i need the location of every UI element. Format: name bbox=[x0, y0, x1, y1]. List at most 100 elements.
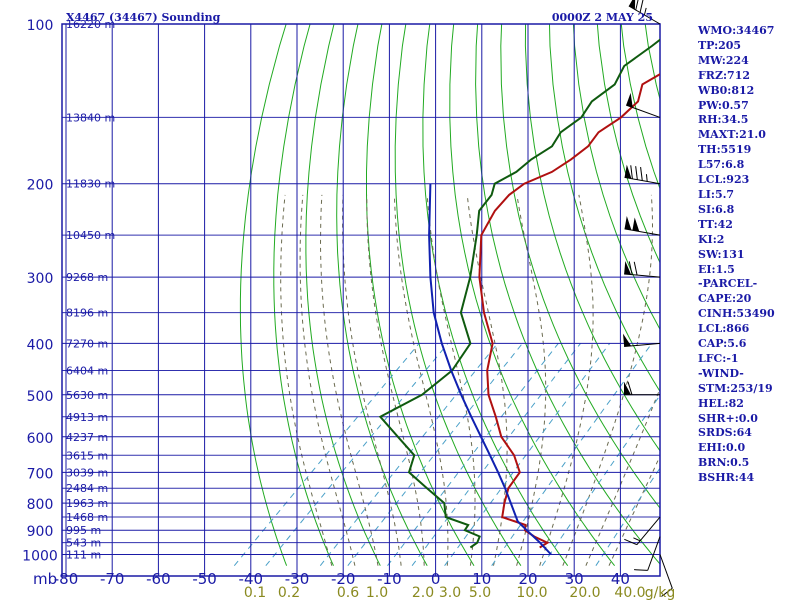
wind-barb bbox=[624, 216, 661, 236]
mixing-ratio-tick-label: 2.0 bbox=[412, 585, 434, 600]
height-label: 4913 m bbox=[66, 411, 108, 424]
index-item: MW:224 bbox=[698, 53, 749, 67]
pressure-unit-label: mb bbox=[33, 570, 57, 588]
index-item: LI:5.7 bbox=[698, 187, 735, 201]
height-label: 10450 m bbox=[66, 229, 115, 242]
index-item: TP:205 bbox=[698, 38, 742, 52]
sounding-series bbox=[378, 38, 660, 556]
wind-barb bbox=[624, 164, 661, 185]
wind-barb bbox=[628, 0, 661, 25]
mixing-ratio-line bbox=[541, 394, 660, 566]
wind-barb-staff bbox=[647, 536, 661, 571]
temperature-line bbox=[478, 73, 660, 549]
wind-barb-pennant bbox=[624, 216, 632, 231]
mixing-ratio-unit-label: g/kg bbox=[645, 585, 676, 600]
height-label: 5630 m bbox=[66, 389, 108, 402]
wind-barb bbox=[624, 261, 661, 278]
height-label: 995 m bbox=[66, 524, 101, 537]
height-label: 11830 m bbox=[66, 178, 115, 191]
temperature-tick-label: -20 bbox=[331, 570, 356, 588]
index-item: SI:6.8 bbox=[698, 202, 735, 216]
temperature-tick-label: -50 bbox=[192, 570, 217, 588]
index-item: CINH:53490 bbox=[698, 307, 775, 321]
mixing-ratio-tick-label: 1.0 bbox=[366, 585, 388, 600]
height-label: 16220 m bbox=[66, 18, 115, 31]
temperature-tick-label: -30 bbox=[285, 570, 310, 588]
index-item: FRZ:712 bbox=[698, 68, 751, 82]
wind-barb-half-flag bbox=[643, 7, 647, 16]
wind-barb-staff bbox=[659, 554, 673, 589]
mixing-ratio-tick-label: 20.0 bbox=[569, 585, 600, 600]
wind-barb-pennant bbox=[624, 381, 631, 395]
wind-barb-flag bbox=[640, 167, 643, 181]
wind-barb-flag bbox=[639, 0, 644, 13]
index-item: LFC:-1 bbox=[698, 351, 739, 365]
wind-barb-half-flag bbox=[645, 174, 648, 182]
moist-adiabat bbox=[585, 387, 660, 566]
index-item: TH:5519 bbox=[698, 143, 752, 157]
index-item: EI:1.5 bbox=[698, 262, 735, 276]
wind-barb-flag bbox=[633, 261, 638, 276]
index-item: CAPE:20 bbox=[698, 292, 752, 306]
wind-barb-flag bbox=[627, 381, 633, 395]
mixing-ratio-tick-label: 10.0 bbox=[516, 585, 547, 600]
pressure-tick-label: 200 bbox=[27, 178, 54, 194]
valid-time: 0000Z 2 MAY 25 bbox=[552, 11, 653, 24]
temperature-tick-label: -40 bbox=[239, 570, 264, 588]
index-item: SHR+:0.0 bbox=[698, 411, 758, 425]
temperature-tick-label: 40 bbox=[611, 570, 630, 588]
mixing-ratio-tick-label: 0.2 bbox=[278, 585, 300, 600]
dewpoint-line bbox=[378, 38, 660, 549]
pressure-tick-label: 800 bbox=[27, 497, 54, 513]
wind-barb-flag bbox=[635, 166, 638, 180]
wind-barb bbox=[626, 92, 661, 118]
pressure-tick-label: 400 bbox=[27, 337, 54, 353]
index-item: WMO:34467 bbox=[698, 24, 775, 37]
wind-barb-flag bbox=[624, 538, 638, 546]
height-label: 6404 m bbox=[66, 365, 108, 378]
indices-panel: WMO:34467 TP:205 MW:224 FRZ:712 WB0:812 PW:0.… bbox=[698, 24, 775, 486]
mixing-ratio-line bbox=[233, 343, 420, 567]
temperature-tick-label: -60 bbox=[146, 570, 171, 588]
pressure-tick-label: 1000 bbox=[22, 549, 58, 565]
index-item: EHI:0.0 bbox=[698, 441, 746, 455]
mixing-ratio-tick-label: 0.6 bbox=[337, 585, 359, 600]
index-item: WB0:812 bbox=[698, 83, 755, 97]
height-label: 1963 m bbox=[66, 497, 108, 510]
index-item: BSHR:44 bbox=[698, 471, 755, 485]
station-title: X4467 (34467) Sounding bbox=[66, 11, 221, 24]
height-label: 2484 m bbox=[66, 482, 108, 495]
pressure-tick-label: 500 bbox=[27, 389, 54, 405]
index-item: L57:6.8 bbox=[698, 158, 745, 172]
wind-barb-pennant bbox=[624, 164, 632, 179]
index-item: PW:0.57 bbox=[698, 98, 749, 112]
mixing-ratio-line bbox=[595, 467, 660, 566]
index-item: BRN:0.5 bbox=[698, 456, 750, 470]
height-label: 543 m bbox=[66, 537, 101, 550]
index-item: HEL:82 bbox=[698, 396, 744, 410]
mixing-ratio-tick-label: 0.1 bbox=[244, 585, 266, 600]
pressure-tick-label: 600 bbox=[27, 431, 54, 447]
index-item: SRDS:64 bbox=[698, 426, 752, 440]
height-label: 111 m bbox=[66, 549, 101, 562]
temperature-tick-label: 20 bbox=[518, 570, 537, 588]
wind-barb-pennant bbox=[626, 92, 633, 108]
index-item: CAP:5.6 bbox=[698, 337, 747, 351]
pressure-tick-label: 100 bbox=[27, 18, 54, 34]
mixing-ratio-line bbox=[411, 343, 581, 566]
wind-barb bbox=[624, 381, 660, 396]
index-item: TT:42 bbox=[698, 217, 733, 231]
wind-barb-staff bbox=[624, 273, 661, 278]
wind-barb-pennant bbox=[623, 333, 632, 347]
index-item: LCL:866 bbox=[698, 322, 750, 336]
pressure-tick-label: 300 bbox=[27, 271, 54, 287]
pressure-tick-label: 700 bbox=[27, 466, 54, 482]
temperature-tick-label: -10 bbox=[377, 570, 402, 588]
temperature-tick-label: -70 bbox=[100, 570, 125, 588]
wind-barb-pennant bbox=[628, 0, 636, 10]
chart-frame bbox=[61, 23, 661, 577]
wind-barb-flag bbox=[630, 165, 633, 179]
